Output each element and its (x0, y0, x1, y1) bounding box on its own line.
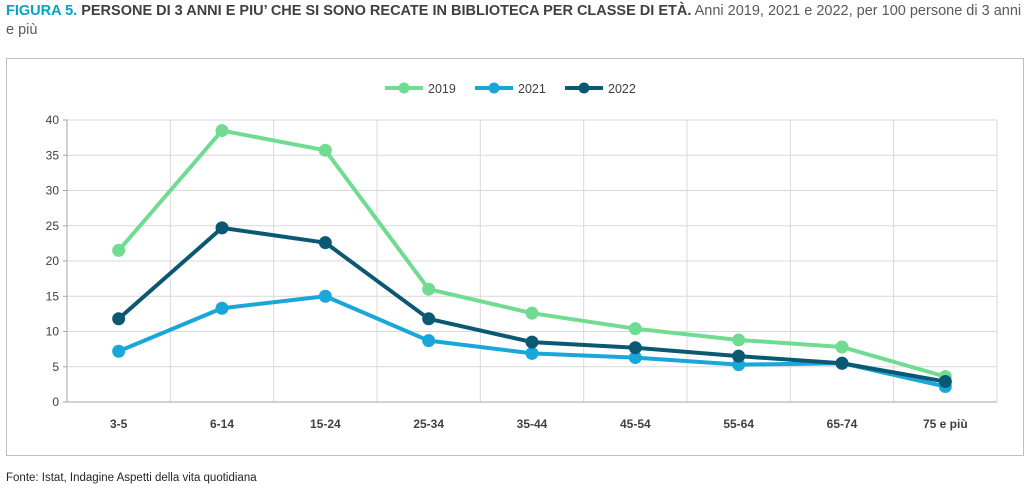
x-tick-label: 25-34 (413, 417, 444, 431)
y-tick-label: 40 (46, 113, 60, 127)
legend-marker-2021 (488, 82, 500, 94)
x-tick-label: 35-44 (517, 417, 548, 431)
y-tick-label: 35 (46, 148, 60, 162)
x-tick-label: 55-64 (723, 417, 754, 431)
legend-label-2022: 2022 (608, 82, 636, 96)
legend-marker-2022 (578, 82, 590, 94)
y-tick-label: 30 (46, 184, 60, 198)
legend-label-2021: 2021 (518, 82, 546, 96)
data-point-2021 (215, 301, 229, 315)
data-point-2021 (628, 351, 642, 365)
y-tick-label: 20 (46, 254, 60, 268)
y-tick-label: 10 (46, 325, 60, 339)
y-tick-label: 5 (52, 360, 59, 374)
y-tick-label: 25 (46, 219, 60, 233)
figure-heading: PERSONE DI 3 ANNI E PIU’ CHE SI SONO REC… (81, 3, 692, 19)
data-point-2019 (525, 306, 539, 320)
figure-title: FIGURA 5. PERSONE DI 3 ANNI E PIU’ CHE S… (6, 2, 1026, 40)
data-point-2019 (215, 124, 229, 138)
figure-number: FIGURA 5. (6, 3, 78, 19)
x-tick-label: 3-5 (110, 417, 128, 431)
data-point-2021 (318, 289, 332, 303)
y-tick-label: 15 (46, 289, 60, 303)
figure-subtitle: Anni 2019, 2021 e 2022, per 100 persone … (6, 3, 1022, 38)
data-point-2022 (112, 312, 126, 326)
chart-frame: 0 5 10 15 20 25 30 35 40 3-5 6-14 15-24 25-34 35-44 45… (6, 58, 1024, 456)
data-point-2022 (318, 236, 332, 250)
data-point-2022 (422, 312, 436, 326)
data-point-2022 (835, 356, 849, 370)
x-tick-label: 45-54 (620, 417, 651, 431)
data-point-2022 (732, 349, 746, 363)
data-point-2022 (525, 335, 539, 349)
legend-marker-2019 (398, 82, 410, 94)
x-tick-label: 6-14 (210, 417, 234, 431)
data-point-2022 (215, 221, 229, 235)
y-tick-label: 0 (52, 395, 59, 409)
x-tick-label: 75 e più (923, 417, 968, 431)
data-point-2019 (318, 143, 332, 157)
data-point-2019 (112, 243, 126, 257)
data-point-2019 (422, 282, 436, 296)
data-point-2021 (422, 334, 436, 348)
legend-label-2019: 2019 (428, 82, 456, 96)
line-chart: 0 5 10 15 20 25 30 35 40 3-5 6-14 15-24 25-34 35-44 45… (46, 82, 998, 431)
x-tick-label: 15-24 (310, 417, 341, 431)
data-point-2021 (525, 346, 539, 360)
data-point-2019 (835, 340, 849, 354)
source-note: Fonte: Istat, Indagine Aspetti della vit… (6, 472, 257, 484)
data-point-2021 (112, 344, 126, 358)
data-point-2019 (732, 333, 746, 347)
data-point-2019 (628, 322, 642, 336)
data-point-2022 (938, 375, 952, 389)
data-point-2022 (628, 341, 642, 355)
x-tick-label: 65-74 (827, 417, 858, 431)
